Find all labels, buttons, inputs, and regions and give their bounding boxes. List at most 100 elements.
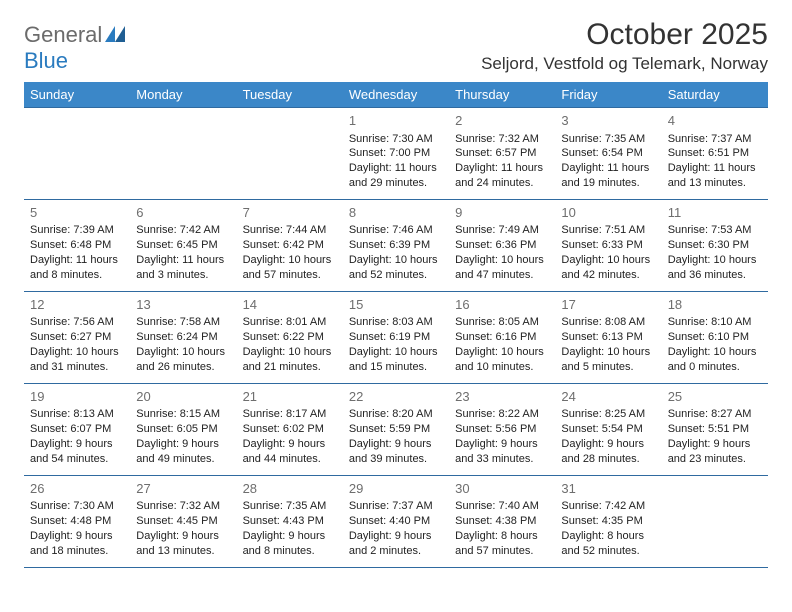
day-number: 14 bbox=[243, 296, 337, 314]
col-friday: Friday bbox=[555, 82, 661, 108]
sunset-line: Sunset: 6:27 PM bbox=[30, 330, 124, 345]
sunset-line: Sunset: 4:40 PM bbox=[349, 514, 443, 529]
day-number: 3 bbox=[561, 112, 655, 130]
daylight-line: Daylight: 10 hours and 31 minutes. bbox=[30, 345, 124, 375]
sunrise-line: Sunrise: 8:27 AM bbox=[668, 407, 762, 422]
sunset-line: Sunset: 6:05 PM bbox=[136, 422, 230, 437]
day-number: 31 bbox=[561, 480, 655, 498]
day-number: 6 bbox=[136, 204, 230, 222]
day-number: 10 bbox=[561, 204, 655, 222]
sunset-line: Sunset: 6:13 PM bbox=[561, 330, 655, 345]
sunrise-line: Sunrise: 8:08 AM bbox=[561, 315, 655, 330]
calendar-cell: 31Sunrise: 7:42 AMSunset: 4:35 PMDayligh… bbox=[555, 475, 661, 567]
title-block: October 2025 Seljord, Vestfold og Telema… bbox=[481, 18, 768, 74]
calendar-cell: 2Sunrise: 7:32 AMSunset: 6:57 PMDaylight… bbox=[449, 108, 555, 200]
sunrise-line: Sunrise: 8:20 AM bbox=[349, 407, 443, 422]
day-number: 28 bbox=[243, 480, 337, 498]
sunset-line: Sunset: 4:38 PM bbox=[455, 514, 549, 529]
calendar-cell: 14Sunrise: 8:01 AMSunset: 6:22 PMDayligh… bbox=[237, 291, 343, 383]
calendar-cell: 6Sunrise: 7:42 AMSunset: 6:45 PMDaylight… bbox=[130, 199, 236, 291]
sunset-line: Sunset: 6:22 PM bbox=[243, 330, 337, 345]
calendar-cell: 9Sunrise: 7:49 AMSunset: 6:36 PMDaylight… bbox=[449, 199, 555, 291]
calendar-header-row: Sunday Monday Tuesday Wednesday Thursday… bbox=[24, 82, 768, 108]
daylight-line: Daylight: 9 hours and 44 minutes. bbox=[243, 437, 337, 467]
col-thursday: Thursday bbox=[449, 82, 555, 108]
calendar-table: Sunday Monday Tuesday Wednesday Thursday… bbox=[24, 82, 768, 568]
daylight-line: Daylight: 9 hours and 13 minutes. bbox=[136, 529, 230, 559]
daylight-line: Daylight: 9 hours and 18 minutes. bbox=[30, 529, 124, 559]
logo-text: General Blue bbox=[24, 22, 127, 74]
daylight-line: Daylight: 9 hours and 2 minutes. bbox=[349, 529, 443, 559]
sunrise-line: Sunrise: 7:37 AM bbox=[349, 499, 443, 514]
daylight-line: Daylight: 10 hours and 15 minutes. bbox=[349, 345, 443, 375]
day-number: 18 bbox=[668, 296, 762, 314]
sunset-line: Sunset: 6:48 PM bbox=[30, 238, 124, 253]
day-number: 17 bbox=[561, 296, 655, 314]
daylight-line: Daylight: 11 hours and 3 minutes. bbox=[136, 253, 230, 283]
daylight-line: Daylight: 10 hours and 5 minutes. bbox=[561, 345, 655, 375]
calendar-cell: 22Sunrise: 8:20 AMSunset: 5:59 PMDayligh… bbox=[343, 383, 449, 475]
month-title: October 2025 bbox=[481, 18, 768, 52]
sunrise-line: Sunrise: 7:58 AM bbox=[136, 315, 230, 330]
calendar-cell: 18Sunrise: 8:10 AMSunset: 6:10 PMDayligh… bbox=[662, 291, 768, 383]
sunset-line: Sunset: 6:10 PM bbox=[668, 330, 762, 345]
daylight-line: Daylight: 10 hours and 26 minutes. bbox=[136, 345, 230, 375]
sunrise-line: Sunrise: 7:35 AM bbox=[243, 499, 337, 514]
col-sunday: Sunday bbox=[24, 82, 130, 108]
day-number: 8 bbox=[349, 204, 443, 222]
calendar-row: 12Sunrise: 7:56 AMSunset: 6:27 PMDayligh… bbox=[24, 291, 768, 383]
daylight-line: Daylight: 10 hours and 47 minutes. bbox=[455, 253, 549, 283]
daylight-line: Daylight: 11 hours and 19 minutes. bbox=[561, 161, 655, 191]
daylight-line: Daylight: 8 hours and 57 minutes. bbox=[455, 529, 549, 559]
day-number: 5 bbox=[30, 204, 124, 222]
sunrise-line: Sunrise: 8:10 AM bbox=[668, 315, 762, 330]
calendar-cell: 23Sunrise: 8:22 AMSunset: 5:56 PMDayligh… bbox=[449, 383, 555, 475]
sunrise-line: Sunrise: 7:32 AM bbox=[455, 132, 549, 147]
daylight-line: Daylight: 9 hours and 8 minutes. bbox=[243, 529, 337, 559]
day-number: 7 bbox=[243, 204, 337, 222]
calendar-row: 19Sunrise: 8:13 AMSunset: 6:07 PMDayligh… bbox=[24, 383, 768, 475]
daylight-line: Daylight: 11 hours and 8 minutes. bbox=[30, 253, 124, 283]
calendar-cell: 29Sunrise: 7:37 AMSunset: 4:40 PMDayligh… bbox=[343, 475, 449, 567]
daylight-line: Daylight: 9 hours and 39 minutes. bbox=[349, 437, 443, 467]
sunset-line: Sunset: 6:42 PM bbox=[243, 238, 337, 253]
daylight-line: Daylight: 9 hours and 54 minutes. bbox=[30, 437, 124, 467]
sunrise-line: Sunrise: 8:05 AM bbox=[455, 315, 549, 330]
sunset-line: Sunset: 6:19 PM bbox=[349, 330, 443, 345]
col-monday: Monday bbox=[130, 82, 236, 108]
sunset-line: Sunset: 5:54 PM bbox=[561, 422, 655, 437]
sunrise-line: Sunrise: 7:30 AM bbox=[30, 499, 124, 514]
day-number: 16 bbox=[455, 296, 549, 314]
sunset-line: Sunset: 4:45 PM bbox=[136, 514, 230, 529]
day-number: 20 bbox=[136, 388, 230, 406]
daylight-line: Daylight: 10 hours and 42 minutes. bbox=[561, 253, 655, 283]
day-number: 26 bbox=[30, 480, 124, 498]
calendar-cell: 28Sunrise: 7:35 AMSunset: 4:43 PMDayligh… bbox=[237, 475, 343, 567]
header: General Blue October 2025 Seljord, Vestf… bbox=[24, 18, 768, 74]
calendar-cell: 1Sunrise: 7:30 AMSunset: 7:00 PMDaylight… bbox=[343, 108, 449, 200]
daylight-line: Daylight: 10 hours and 10 minutes. bbox=[455, 345, 549, 375]
daylight-line: Daylight: 10 hours and 52 minutes. bbox=[349, 253, 443, 283]
calendar-cell: 11Sunrise: 7:53 AMSunset: 6:30 PMDayligh… bbox=[662, 199, 768, 291]
day-number: 1 bbox=[349, 112, 443, 130]
calendar-cell: 30Sunrise: 7:40 AMSunset: 4:38 PMDayligh… bbox=[449, 475, 555, 567]
sunset-line: Sunset: 6:07 PM bbox=[30, 422, 124, 437]
sunset-line: Sunset: 4:35 PM bbox=[561, 514, 655, 529]
daylight-line: Daylight: 8 hours and 52 minutes. bbox=[561, 529, 655, 559]
sunrise-line: Sunrise: 7:37 AM bbox=[668, 132, 762, 147]
sunset-line: Sunset: 6:39 PM bbox=[349, 238, 443, 253]
col-tuesday: Tuesday bbox=[237, 82, 343, 108]
sunset-line: Sunset: 6:16 PM bbox=[455, 330, 549, 345]
sunset-line: Sunset: 4:43 PM bbox=[243, 514, 337, 529]
sunset-line: Sunset: 5:59 PM bbox=[349, 422, 443, 437]
calendar-cell: 17Sunrise: 8:08 AMSunset: 6:13 PMDayligh… bbox=[555, 291, 661, 383]
sunrise-line: Sunrise: 7:49 AM bbox=[455, 223, 549, 238]
sunrise-line: Sunrise: 8:25 AM bbox=[561, 407, 655, 422]
sunrise-line: Sunrise: 8:22 AM bbox=[455, 407, 549, 422]
day-number: 27 bbox=[136, 480, 230, 498]
sunset-line: Sunset: 6:54 PM bbox=[561, 146, 655, 161]
logo-word-1: General bbox=[24, 22, 102, 47]
daylight-line: Daylight: 11 hours and 24 minutes. bbox=[455, 161, 549, 191]
daylight-line: Daylight: 11 hours and 13 minutes. bbox=[668, 161, 762, 191]
calendar-body: 1Sunrise: 7:30 AMSunset: 7:00 PMDaylight… bbox=[24, 108, 768, 568]
